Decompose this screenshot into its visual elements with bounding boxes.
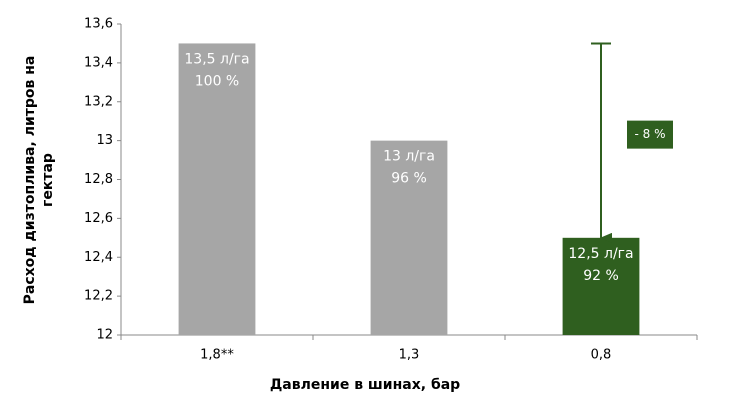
y-axis-label-line: гектар (40, 153, 56, 207)
y-tick-label: 13,6 (84, 17, 113, 32)
y-tick-label: 12 (96, 328, 113, 343)
bar (370, 140, 448, 335)
bar (178, 43, 256, 335)
y-tick-label: 12,6 (84, 211, 113, 226)
value-label: 13 л/га (383, 149, 435, 165)
value-label: 13,5 л/га (184, 51, 249, 67)
annotation-box (627, 120, 673, 149)
y-tick-label: 12,4 (84, 250, 113, 265)
x-axis-label: Давление в шинах, бар (270, 377, 460, 393)
annotation: - 8 % (635, 127, 666, 141)
x-tick-label: 1,3 (399, 348, 420, 363)
x-tick-label: 1,8** (200, 348, 234, 363)
bar (562, 237, 640, 335)
y-tick-label: 13,2 (84, 94, 113, 109)
y-axis-label-line: Расход дизтоплива, литров на (22, 56, 38, 305)
x-tick-label: 0,8 (591, 348, 612, 363)
percent-label: 92 % (583, 268, 619, 284)
y-tick-label: 12,2 (84, 289, 113, 304)
y-tick-label: 13,4 (84, 55, 113, 70)
percent-label: 96 % (391, 171, 427, 187)
y-tick-label: 12,8 (84, 172, 113, 187)
percent-label: 100 % (195, 73, 239, 89)
y-tick-label: 13 (96, 133, 113, 148)
y-axis-label: Расход дизтоплива, литров на гектар (22, 56, 56, 305)
value-label: 12,5 л/га (568, 246, 633, 262)
